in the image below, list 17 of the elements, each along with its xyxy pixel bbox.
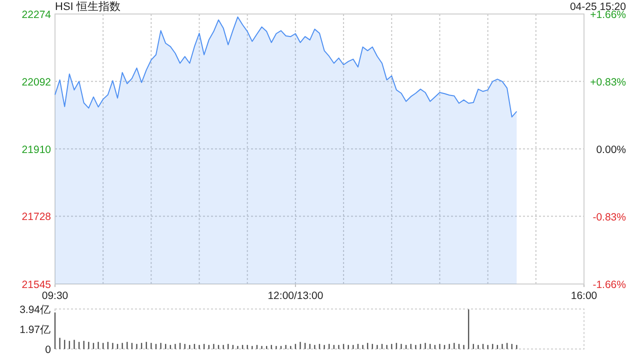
y2-tick-label: -0.83% [592, 212, 626, 224]
y-tick-label: 21728 [22, 211, 52, 224]
y2-tick-label: +1.66% [590, 9, 626, 21]
y-tick-label: 22092 [22, 76, 52, 88]
x-tick-label: 12:00/13:00 [268, 290, 324, 302]
y2-tick-label: -1.66% [592, 279, 626, 291]
y2-tick-label: +0.83% [590, 76, 626, 88]
y-tick-label: 0 [45, 344, 52, 356]
x-tick-label: 09:30 [42, 290, 68, 302]
y-tick-label: 21910 [22, 144, 52, 156]
y-tick-label: 22274 [22, 9, 52, 21]
y-tick-label: 21545 [22, 279, 52, 291]
chart-title: HSI 恒生指数 [55, 0, 120, 13]
y-tick-label: 1.97亿 [20, 324, 51, 336]
x-tick-label: 16:00 [570, 290, 598, 302]
y-tick-label: 3.94亿 [20, 304, 51, 316]
y2-tick-label: 0.00% [596, 144, 626, 156]
